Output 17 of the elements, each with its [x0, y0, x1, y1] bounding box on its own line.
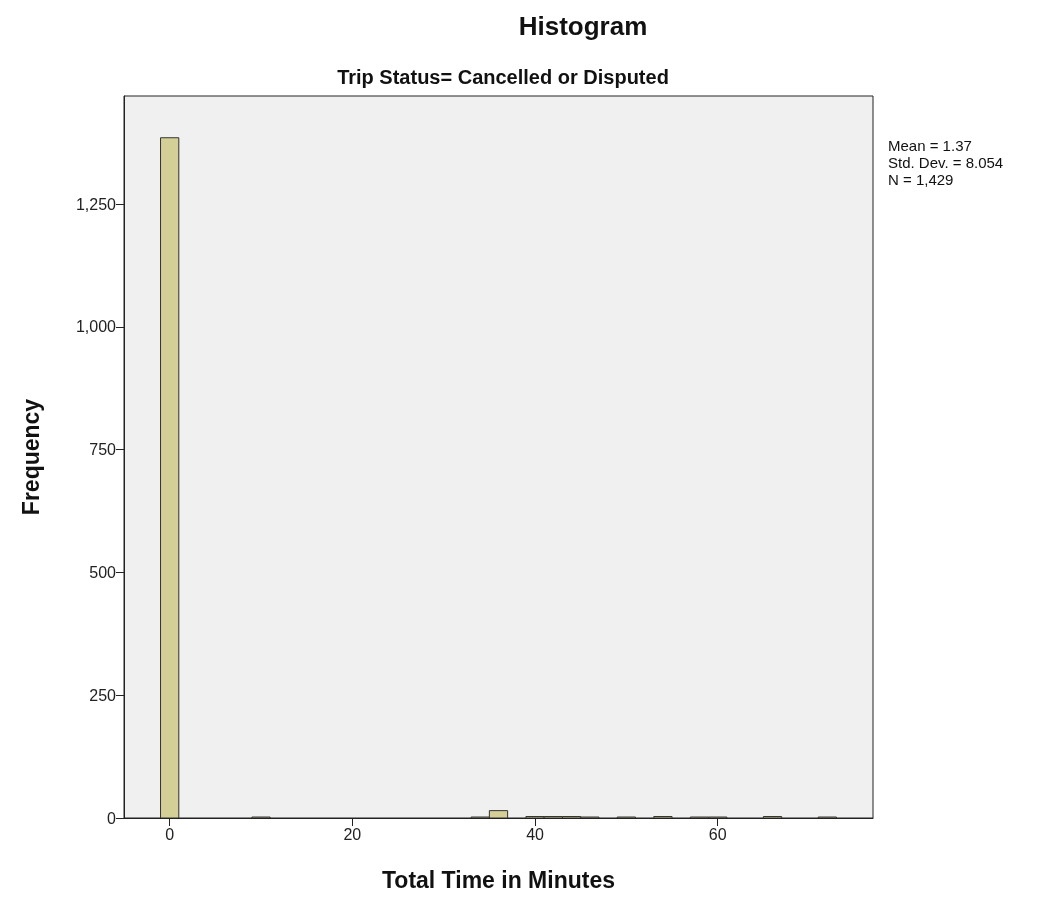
text: Mean = 1.37	[888, 137, 972, 154]
y-tick-label: 250	[89, 686, 117, 704]
y-tick-label: 1,250	[75, 195, 117, 213]
y-tick-label: 500	[89, 563, 117, 581]
text: Std. Dev. = 8.054	[888, 154, 1004, 171]
x-tick-label: 40	[526, 825, 545, 843]
chart-subtitle: Trip Status= Cancelled or Disputed	[337, 66, 669, 88]
x-tick-label: 60	[708, 825, 727, 843]
y-axis-title: Frequency	[17, 398, 44, 516]
x-tick-label: 0	[165, 825, 175, 843]
x-axis-title: Total Time in Minutes	[382, 866, 615, 893]
y-tick-label: 750	[89, 441, 117, 459]
y-tick-label: 0	[107, 809, 117, 827]
text: N = 1,429	[888, 171, 954, 188]
y-tick-label: 1,000	[75, 318, 117, 336]
chart-title: Histogram	[518, 11, 648, 41]
x-tick-label: 20	[343, 825, 362, 843]
